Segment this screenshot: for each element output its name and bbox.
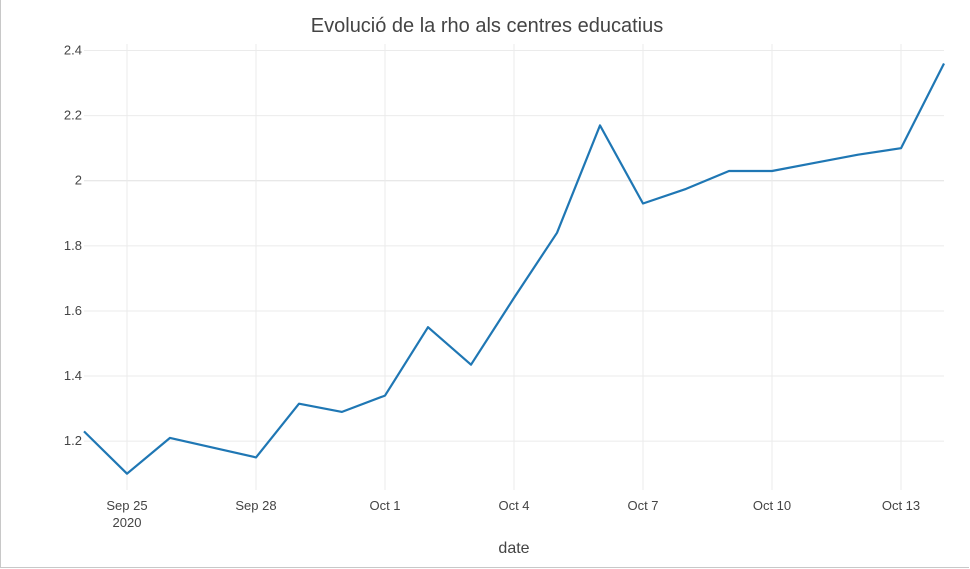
data-points [83,63,945,474]
x-axis-title: date [498,540,529,557]
x-tick-label: Oct 1 [369,498,400,513]
chart-title: Evolució de la rho als centres educatius [311,15,663,37]
x-tick-label: Oct 13 [882,498,920,513]
x-tick-label: Sep 25 [106,498,147,513]
x-gridlines [126,44,902,490]
x-tick-label: Oct 10 [753,498,791,513]
x-tick-year-label: 2020 [113,515,142,530]
y-tick-label: 1.2 [64,433,82,448]
y-tick-label: 2.4 [64,43,82,58]
series-line [83,63,945,475]
y-tick-label: 2 [75,173,82,188]
y-tick-label: 1.4 [64,368,82,383]
y-tick-label: 1.6 [64,303,82,318]
x-axis-ticks: Sep 25 2020 Sep 28 Oct 1 Oct 4 Oct 7 Oct 10 Oct… [106,498,920,530]
x-tick-label: Oct 4 [498,498,529,513]
x-tick-label: Sep 28 [235,498,276,513]
y-tick-label: 1.8 [64,238,82,253]
x-tick-label: Oct 7 [627,498,658,513]
y-axis-ticks: 1.2 1.4 1.6 1.8 2 2.2 2.4 [64,43,82,449]
y-tick-label: 2.2 [64,108,82,123]
